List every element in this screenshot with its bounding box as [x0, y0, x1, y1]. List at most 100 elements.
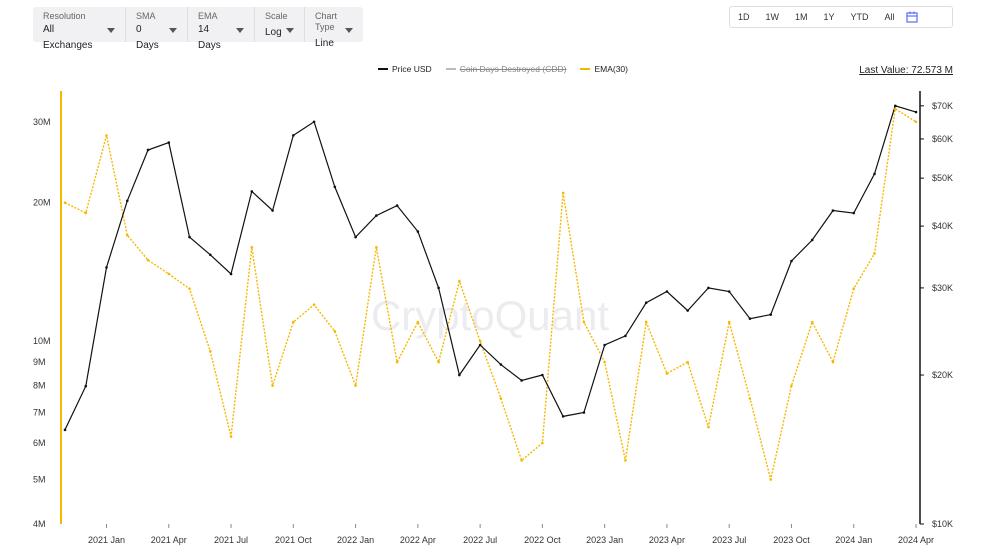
price-point [790, 259, 793, 263]
series-price-usd [64, 105, 917, 431]
ema-point [478, 339, 482, 343]
price-point [167, 141, 171, 144]
y-left-tick-label: 9M [33, 357, 46, 367]
ema-point [769, 478, 773, 481]
price-point [748, 317, 752, 320]
ema-point [873, 252, 876, 255]
price-point [727, 290, 731, 293]
ema-point [624, 459, 627, 462]
sma-value: 0 Days [136, 24, 159, 51]
legend-swatch-price [378, 68, 388, 70]
x-tick-label: 2024 Jan [835, 535, 872, 545]
range-1d-button[interactable]: 1D [738, 12, 750, 22]
price-point [769, 313, 773, 316]
ema-value: 14 Days [198, 24, 221, 51]
series-ema-30 [64, 107, 917, 480]
price-point [541, 373, 544, 377]
y-left-tick-label: 20M [33, 198, 51, 208]
ema-point [416, 320, 420, 324]
ema-point [188, 287, 191, 291]
price-point [458, 373, 461, 377]
ema-point [582, 320, 586, 324]
price-point [810, 238, 814, 242]
ema-point [63, 201, 67, 205]
price-point [395, 204, 399, 207]
scale-select[interactable]: Scale Log [255, 7, 305, 42]
y-right-tick-label: $30K [932, 283, 953, 293]
x-axis: 2021 Jan 2021 Apr 2021 Jul 2021 Oct 2022 Jan… [88, 524, 934, 545]
price-point [603, 343, 606, 347]
price-point [229, 272, 233, 276]
ema-select[interactable]: EMA 14 Days [188, 7, 255, 51]
price-point [105, 266, 108, 269]
x-tick-label: 2022 Oct [524, 535, 561, 545]
y-left-tick-label: 6M [33, 438, 46, 448]
ema-point [499, 397, 503, 400]
ema-point [395, 360, 399, 364]
price-point [416, 230, 420, 233]
ema-point [686, 360, 689, 364]
price-point [893, 104, 897, 108]
ema-point [271, 384, 274, 387]
chart-type-select[interactable]: Chart Type Line [305, 7, 363, 49]
scale-label: Scale [265, 11, 288, 21]
ema-point [541, 441, 544, 445]
ema-point [437, 360, 440, 364]
sma-select[interactable]: SMA 0 Days [126, 7, 188, 51]
range-1w-button[interactable]: 1W [765, 12, 780, 22]
ema-point [520, 459, 523, 462]
ema-point [644, 320, 648, 324]
ema-point [748, 397, 752, 400]
resolution-value: All Exchanges [43, 24, 93, 51]
y-right-tick-label: $70K [932, 101, 953, 111]
price-point [271, 209, 274, 212]
ema-point [727, 320, 731, 324]
legend-label-price: Price USD [392, 64, 432, 74]
legend-swatch-ema [580, 68, 591, 70]
y-right-tick-label: $40K [932, 221, 953, 231]
ema-point [146, 258, 150, 262]
price-point [831, 209, 835, 212]
legend-item-ema[interactable]: EMA(30) [580, 64, 628, 74]
price-point [914, 110, 918, 114]
price-point [312, 120, 316, 124]
price-point [665, 290, 669, 293]
price-point [644, 301, 648, 305]
ema-point [852, 287, 856, 291]
range-all-button[interactable]: All [884, 12, 895, 22]
price-point [624, 334, 627, 338]
chevron-down-icon [107, 28, 115, 33]
chart-type-value: Line [315, 38, 334, 49]
range-1m-button[interactable]: 1M [795, 12, 808, 22]
ema-point [354, 384, 357, 387]
ema-point [707, 425, 710, 429]
resolution-select[interactable]: Resolution All Exchanges [33, 7, 126, 51]
last-value-readout: Last Value: 72.573 M [859, 65, 953, 76]
ema-label: EMA [198, 11, 218, 21]
ema-point [914, 120, 918, 124]
ema-point [250, 245, 254, 249]
y-left-tick-label: 4M [33, 519, 46, 529]
chevron-down-icon [286, 28, 294, 33]
range-1y-button[interactable]: 1Y [823, 12, 835, 22]
chevron-down-icon [236, 28, 244, 33]
price-point [208, 253, 212, 257]
chart-type-label: Chart Type [315, 11, 338, 32]
ema-point [810, 320, 814, 324]
ema-point [831, 360, 835, 364]
x-tick-label: 2021 Jan [88, 535, 125, 545]
calendar-icon[interactable] [905, 10, 919, 24]
x-tick-label: 2023 Jul [712, 535, 746, 545]
scale-value: Log [265, 27, 282, 38]
y-left-tick-label: 30M [33, 117, 51, 127]
price-point [478, 343, 482, 347]
range-ytd-button[interactable]: YTD [850, 12, 869, 22]
legend-label-ema: EMA(30) [594, 64, 628, 74]
chart-controls: Resolution All Exchanges SMA 0 Days EMA … [33, 7, 363, 51]
ema-point [105, 134, 108, 137]
x-tick-label: 2021 Jul [214, 535, 248, 545]
y-left-tick-label: 10M [33, 336, 51, 346]
legend-item-cdd[interactable]: Coin Days Destroyed (CDD) [445, 64, 566, 74]
legend-item-price[interactable]: Price USD [378, 64, 432, 74]
